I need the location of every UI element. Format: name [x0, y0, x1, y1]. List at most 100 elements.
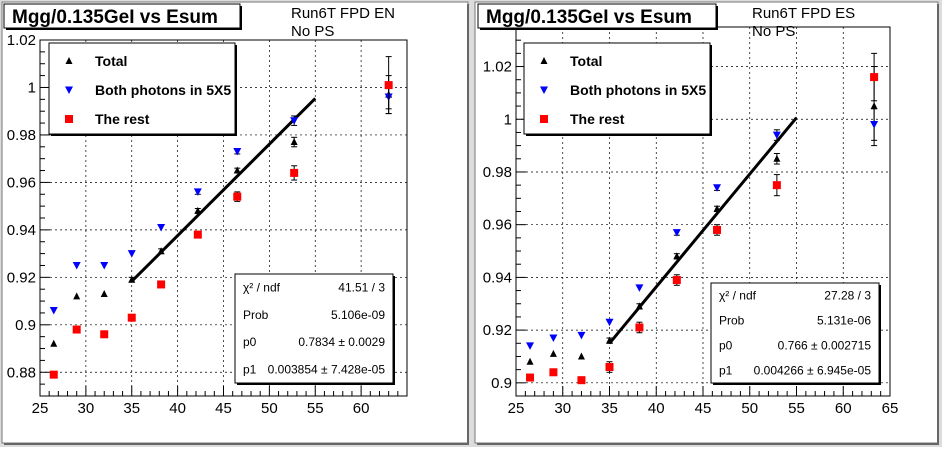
series-both-photons-in-5x5	[526, 108, 879, 350]
stat-value: 0.004266 ± 6.945e-05	[754, 364, 872, 378]
data-point	[290, 117, 299, 125]
x-tick-label: 25	[32, 400, 49, 417]
legend-marker	[540, 115, 548, 123]
data-point	[577, 376, 586, 385]
data-point	[50, 339, 58, 347]
legend: Total Both photons in 5X5 The rest	[48, 42, 236, 135]
x-tick-label: 55	[788, 400, 805, 417]
data-point	[233, 148, 242, 156]
legend-box	[48, 42, 236, 135]
data-point	[157, 247, 165, 255]
data-point	[127, 250, 136, 258]
data-point	[526, 373, 535, 382]
series-the-rest	[526, 52, 879, 385]
x-tick-label: 45	[695, 400, 712, 417]
legend-label: The rest	[95, 111, 150, 127]
legend-label: Both photons in 5X5	[95, 82, 231, 98]
data-point	[577, 352, 585, 360]
legend-box	[523, 42, 711, 135]
legend-marker	[65, 57, 73, 64]
data-point	[233, 166, 241, 174]
x-tick-label: 45	[215, 400, 232, 417]
y-tick-label: 0.9	[491, 375, 512, 392]
y-tick-label: 1	[504, 111, 512, 128]
chart-subtitle: No PS	[752, 23, 795, 40]
data-point	[290, 168, 299, 177]
x-tick-label: 25	[508, 400, 525, 417]
data-point	[193, 230, 202, 239]
stat-label: p1	[243, 362, 257, 376]
data-point	[384, 81, 393, 90]
fit-stats-box: χ² / ndf 27.28 / 3 Prob 5.131e-06 p0 0.766 ± …	[710, 282, 880, 384]
data-point	[870, 73, 879, 82]
data-point	[157, 223, 166, 232]
legend-marker	[65, 86, 73, 94]
data-point	[673, 252, 681, 260]
data-point	[290, 138, 298, 146]
x-tick-label: 50	[741, 400, 758, 417]
data-point	[549, 368, 558, 377]
data-point	[526, 357, 534, 365]
data-point	[672, 229, 681, 237]
data-point	[870, 121, 879, 129]
x-tick-label: 40	[169, 400, 186, 417]
data-point	[49, 307, 58, 315]
stat-label: χ² / ndf	[719, 289, 757, 303]
data-point	[127, 313, 136, 322]
stat-value: 0.766 ± 0.002715	[778, 339, 872, 353]
y-tick-label: 0.96	[483, 217, 512, 234]
x-tick-label: 30	[554, 400, 571, 417]
data-point	[193, 188, 202, 196]
stat-label: χ² / ndf	[243, 281, 281, 295]
fit-stats-box: χ² / ndf 41.51 / 3 Prob 5.106e-09 p0 0.7834 ±…	[234, 273, 394, 384]
y-tick-label: 0.98	[7, 127, 36, 144]
data-point	[635, 323, 644, 332]
data-point	[233, 192, 242, 201]
data-point	[605, 363, 614, 372]
legend-label: Total	[570, 53, 602, 69]
data-point	[73, 292, 81, 300]
data-point	[672, 276, 681, 285]
data-point	[577, 331, 586, 340]
data-point	[713, 184, 722, 192]
y-tick-label: 0.92	[483, 322, 512, 339]
chart-subtitle: No PS	[291, 23, 334, 40]
y-tick-label: 0.94	[483, 269, 512, 286]
data-point	[635, 302, 643, 310]
data-point	[100, 289, 108, 297]
stat-label: p0	[243, 335, 257, 349]
data-point	[772, 131, 781, 140]
chart-subtitle: Run6T FPD ES	[752, 5, 855, 22]
stat-label: p1	[719, 364, 733, 378]
data-point	[100, 330, 109, 339]
data-point	[100, 261, 109, 270]
y-tick-label: 0.98	[483, 164, 512, 181]
legend-marker	[540, 86, 548, 94]
data-point	[549, 334, 558, 343]
y-tick-label: 0.88	[7, 364, 36, 381]
data-point	[772, 181, 781, 190]
chart-panel-1: 25 30 35 40 45 50 55 60 0.88 0.9 0.92 0.94 0.96 0.98 1…	[1, 1, 469, 445]
data-point	[870, 102, 878, 110]
data-point	[157, 280, 166, 289]
stat-label: Prob	[243, 308, 269, 322]
x-tick-label: 55	[307, 400, 324, 417]
x-tick-label: 40	[648, 400, 665, 417]
stat-value: 5.131e-06	[817, 314, 871, 328]
stat-label: p0	[719, 339, 733, 353]
y-tick-label: 0.94	[7, 222, 36, 239]
stat-value: 0.7834 ± 0.0029	[298, 335, 385, 349]
chart-title: Mgg/0.135GeI vs Esum	[12, 7, 218, 28]
stat-label: Prob	[719, 314, 745, 328]
data-point	[606, 336, 613, 344]
y-tick-label: 1.02	[483, 59, 512, 76]
stat-value: 5.106e-09	[331, 308, 385, 322]
x-tick-label: 30	[78, 400, 95, 417]
y-tick-label: 0.96	[7, 174, 36, 191]
y-tick-label: 0.92	[7, 269, 36, 286]
legend-label: Both photons in 5X5	[570, 82, 706, 98]
data-point	[635, 284, 644, 292]
x-tick-label: 60	[353, 400, 370, 417]
